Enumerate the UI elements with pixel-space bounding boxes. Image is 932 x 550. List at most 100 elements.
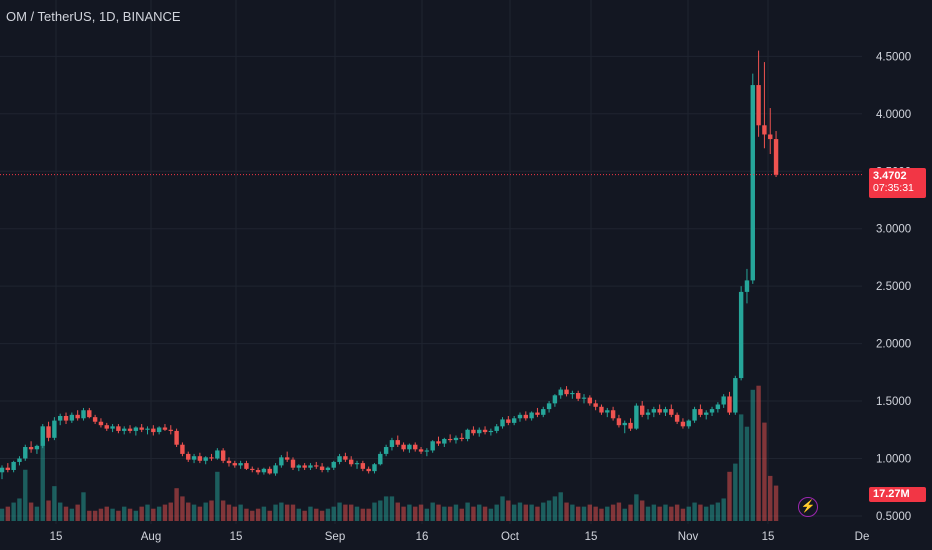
- candle-body: [383, 447, 389, 454]
- volume-bar: [477, 504, 482, 521]
- volume-bar: [215, 471, 220, 521]
- volume-bar: [436, 504, 441, 521]
- volume-bar: [0, 508, 5, 521]
- volume-bar: [552, 496, 558, 521]
- volume-bar: [261, 506, 267, 521]
- volume-bar: [314, 508, 319, 521]
- candle-body: [151, 428, 156, 433]
- candle-body: [174, 430, 179, 445]
- candle-body: [709, 409, 715, 413]
- candle-body: [564, 389, 569, 395]
- candle-body: [436, 441, 441, 444]
- volume-bar: [40, 428, 45, 521]
- volume-bar: [669, 506, 674, 521]
- candle-body: [453, 437, 459, 441]
- y-tick-label: 0.5000: [876, 511, 911, 523]
- candle-body: [744, 280, 750, 292]
- volume-bar: [744, 426, 750, 521]
- candle-body: [75, 414, 80, 419]
- y-tick-label: 1.0000: [876, 454, 911, 466]
- candle-body: [325, 467, 331, 470]
- volume-bar: [23, 469, 28, 521]
- candle-body: [168, 429, 173, 431]
- candle-body: [669, 409, 674, 415]
- candle-body: [628, 422, 633, 429]
- candle-body: [250, 468, 255, 470]
- volume-bar: [401, 506, 406, 521]
- volume-bar: [186, 502, 191, 521]
- volume-bar: [378, 500, 383, 521]
- volume-bar: [651, 504, 657, 521]
- volume-bar: [622, 508, 627, 521]
- volume-bar: [488, 508, 494, 521]
- volume-bar: [494, 504, 499, 521]
- y-tick-label: 2.5000: [876, 281, 911, 293]
- y-tick-label: 1.5000: [876, 396, 911, 408]
- volume-bar: [366, 508, 371, 521]
- candle-body: [471, 429, 476, 434]
- candle-body: [197, 456, 203, 461]
- volume-bar: [389, 496, 395, 521]
- candle-body: [69, 414, 75, 421]
- candle-body: [395, 440, 400, 445]
- x-tick-label: 15: [585, 531, 598, 543]
- volume-bar: [605, 506, 610, 521]
- volume-bar: [471, 506, 476, 521]
- volume-bar: [447, 506, 453, 521]
- volume-bar: [599, 508, 604, 521]
- volume-bar: [500, 496, 505, 521]
- x-tick-label: 16: [416, 531, 429, 543]
- volume-bar: [81, 492, 86, 521]
- candle-body: [773, 139, 779, 175]
- candle-body: [23, 447, 28, 459]
- candle-body: [529, 412, 534, 419]
- lightning-icon[interactable]: ⚡: [798, 497, 818, 517]
- volume-bar: [541, 502, 546, 521]
- x-tick-label: De: [855, 531, 870, 543]
- candle-body: [40, 426, 45, 446]
- volume-bar: [517, 502, 523, 521]
- volume-bar: [680, 508, 686, 521]
- volume-bar: [721, 498, 726, 521]
- candle-body: [372, 464, 377, 472]
- candle-body: [715, 404, 721, 410]
- candle-body: [535, 412, 540, 415]
- candle-body: [366, 468, 371, 472]
- volume-bar: [92, 510, 98, 521]
- x-tick-label: Nov: [678, 531, 699, 543]
- candle-body: [587, 397, 593, 404]
- volume-bar: [58, 502, 63, 521]
- x-axis-labels: 15 Aug 15 Sep 16 Oct 15 Nov 15 De: [50, 531, 870, 543]
- candle-body: [331, 461, 336, 468]
- volume-bar: [63, 506, 69, 521]
- x-tick-label: 15: [50, 531, 63, 543]
- candle-body: [488, 430, 494, 433]
- volume-bar: [407, 504, 412, 521]
- volume-bar: [226, 504, 232, 521]
- candle-body: [424, 450, 430, 452]
- volume-bar: [284, 504, 290, 521]
- candle-body: [418, 449, 424, 452]
- volume-bar: [279, 502, 284, 521]
- volume-bar: [587, 504, 593, 521]
- y-axis-labels: 4.50004.00003.50003.00002.50002.00001.50…: [876, 51, 911, 523]
- volume-bar: [273, 504, 278, 521]
- volume-bar: [133, 510, 139, 521]
- volume-bar: [122, 506, 127, 521]
- volume-bar: [733, 463, 738, 521]
- candle-body: [267, 468, 272, 474]
- candle-body: [511, 418, 517, 423]
- candle-body: [360, 463, 366, 469]
- volume-bar: [715, 502, 721, 521]
- candle-body: [750, 85, 755, 281]
- candle-body: [657, 409, 662, 413]
- candle-body: [506, 419, 511, 423]
- candle-body: [58, 415, 63, 421]
- candlesticks: [0, 50, 779, 480]
- candle-body: [34, 445, 40, 450]
- candle-body: [482, 429, 488, 433]
- candle-body: [279, 457, 284, 466]
- volume-bar: [768, 475, 773, 521]
- volume-bar: [349, 504, 354, 521]
